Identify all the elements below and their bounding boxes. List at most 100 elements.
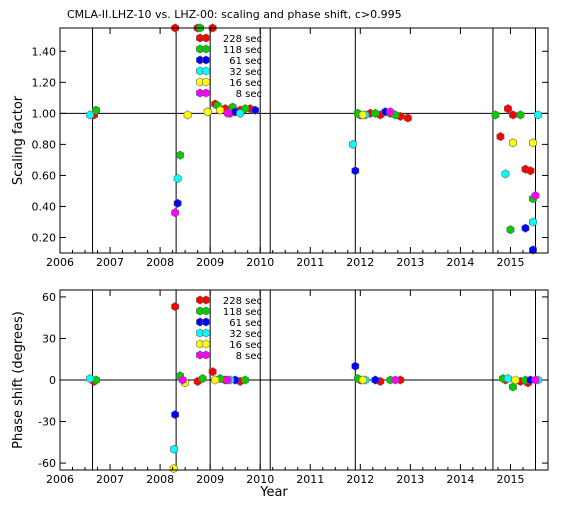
phase-point-16-sec [358, 375, 367, 385]
scaling-point-118-sec [506, 225, 515, 235]
scaling-y-tick-label: 0.60 [32, 169, 57, 182]
scaling-point-118-sec [371, 108, 380, 118]
scaling-point-228-sec [526, 166, 535, 176]
scaling-point-61-sec [251, 105, 260, 115]
scaling-legend-label: 16 sec [229, 78, 262, 89]
scaling-x-ticks: 2006 2007 2008 2009 2010 2011 2012 2013 2014 2015 [46, 28, 549, 269]
scaling-y-tick-label: 1.20 [32, 76, 57, 89]
phase-point-16-sec [511, 375, 520, 385]
scaling-point-61-sec [351, 166, 360, 176]
scaling-x-tick-label: 2011 [296, 256, 324, 269]
scaling-point-118-sec [491, 110, 500, 120]
phase-legend-marker [202, 306, 210, 316]
scaling-x-tick-label: 2015 [496, 256, 524, 269]
phase-y-tick-label: 0 [49, 374, 56, 387]
phase-legend-marker [202, 295, 210, 305]
phase-point-32-sec [503, 374, 512, 384]
phase-point-8-sec [223, 375, 232, 385]
chart-title: CMLA-II.LHZ-10 vs. LHZ-00: scaling and p… [67, 8, 402, 21]
phase-panel: 2006 2007 2008 2009 2010 2011 2012 2013 2014 2015… [11, 289, 549, 500]
scaling-x-tick-label: 2010 [246, 256, 274, 269]
scaling-point-32-sec [86, 110, 94, 120]
scaling-legend-label: 32 sec [229, 67, 262, 78]
scaling-point-61-sec [521, 223, 530, 233]
phase-point-8-sec [178, 375, 187, 385]
scaling-point-228-sec [403, 113, 412, 123]
scaling-plot-frame [59, 27, 549, 254]
scaling-legend-label: 228 sec [223, 34, 262, 45]
phase-y-ticks: -60 -30 0 30 60 [38, 291, 548, 470]
scaling-legend-label: 8 sec [236, 89, 262, 100]
phase-point-61-sec [371, 375, 380, 385]
phase-x-tick-label: 2011 [296, 473, 324, 486]
scaling-legend-marker [202, 33, 210, 43]
phase-legend-label: 8 sec [236, 351, 262, 362]
phase-x-tick-label: 2013 [396, 473, 424, 486]
scaling-y-tick-label: 0.40 [32, 200, 57, 213]
phase-point-16-sec [169, 464, 178, 474]
scaling-point-16-sec [508, 138, 517, 148]
phase-legend-label: 32 sec [229, 329, 262, 340]
scaling-y-tick-label: 0.80 [32, 138, 57, 151]
scaling-y-tick-label: 0.20 [32, 231, 57, 244]
phase-point-61-sec [171, 410, 180, 420]
phase-point-118-sec [241, 375, 250, 385]
scaling-point-32-sec [501, 169, 510, 179]
phase-legend-label: 228 sec [223, 296, 262, 307]
scaling-x-tick-label: 2009 [196, 256, 224, 269]
phase-point-118-sec [198, 374, 207, 384]
scaling-legend-marker [202, 66, 210, 76]
phase-point-32-sec [170, 444, 179, 454]
scaling-point-61-sec [173, 198, 182, 208]
phase-legend-marker [202, 339, 210, 349]
scaling-point-228-sec [508, 110, 517, 120]
scaling-point-8-sec [223, 108, 232, 118]
scaling-legend-marker [202, 77, 210, 87]
phase-x-tick-label: 2015 [496, 473, 524, 486]
phase-point-118-sec [508, 382, 517, 392]
scaling-y-tick-label: 1.40 [32, 45, 57, 58]
scaling-point-8-sec [386, 107, 395, 117]
scaling-legend-marker [202, 55, 210, 65]
phase-x-tick-label: 2006 [46, 473, 74, 486]
phase-x-tick-label: 2007 [96, 473, 124, 486]
scaling-x-tick-label: 2007 [96, 256, 124, 269]
scaling-x-tick-label: 2008 [146, 256, 174, 269]
scaling-point-228-sec [503, 104, 512, 114]
phase-legend-marker [202, 350, 210, 360]
scaling-point-16-sec [203, 107, 212, 117]
scaling-y-tick-label: 1.00 [32, 107, 57, 120]
phase-y-tick-label: 30 [42, 332, 56, 345]
scaling-point-16-sec [528, 138, 537, 148]
scaling-legend-label: 118 sec [223, 45, 262, 56]
scaling-point-118-sec [92, 105, 100, 115]
scaling-point-118-sec [176, 150, 185, 160]
phase-x-tick-label: 2009 [196, 473, 224, 486]
phase-x-tick-label: 2010 [246, 473, 274, 486]
phase-point-228-sec [171, 302, 180, 312]
scaling-point-228-sec [496, 132, 505, 142]
phase-y-tick-label: 60 [42, 291, 56, 304]
scaling-point-32-sec [348, 139, 357, 149]
scaling-y-ticks: 0.20 0.40 0.60 0.80 1.00 1.20 1.40 [32, 45, 548, 244]
phase-x-ticks: 2006 2007 2008 2009 2010 2011 2012 2013 2014 2015 [46, 290, 549, 486]
scaling-point-16-sec [183, 110, 192, 120]
phase-y-tick-label: -30 [38, 416, 56, 429]
scaling-point-32-sec [528, 217, 537, 227]
phase-legend-marker [202, 317, 210, 327]
scaling-event-lines [92, 28, 536, 253]
phase-legend-label: 118 sec [223, 307, 262, 318]
phase-legend-label: 16 sec [229, 340, 262, 351]
phase-x-tick-label: 2008 [146, 473, 174, 486]
scaling-legend-marker [202, 44, 210, 54]
scaling-point-8-sec [171, 208, 180, 218]
phase-point-32-sec [86, 374, 94, 384]
phase-point-228-sec [208, 367, 217, 377]
scaling-point-118-sec [516, 110, 525, 120]
scaling-point-16-sec [216, 105, 225, 115]
scaling-x-tick-label: 2013 [396, 256, 424, 269]
scaling-point-8-sec [531, 191, 540, 201]
